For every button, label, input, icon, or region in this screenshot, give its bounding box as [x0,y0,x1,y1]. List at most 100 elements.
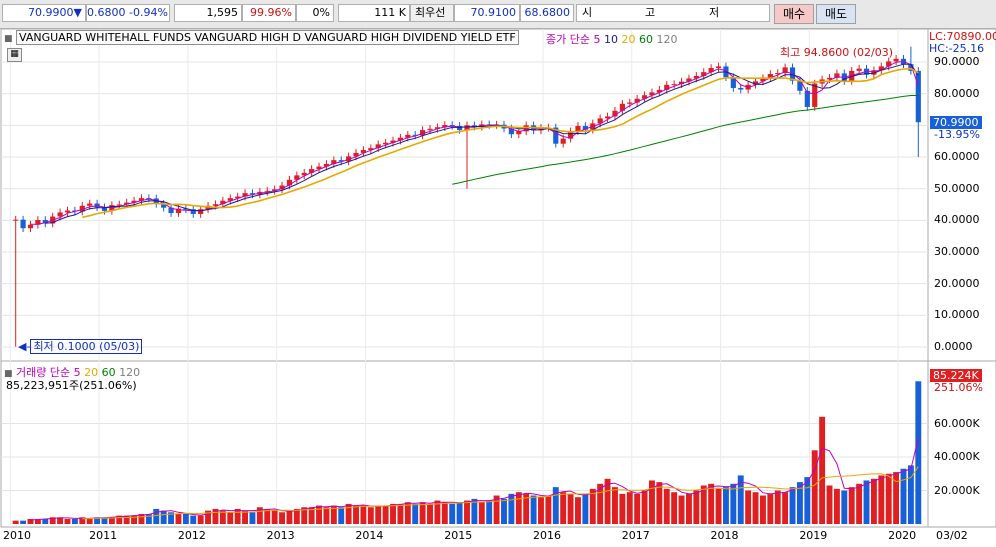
volume-bar [560,492,567,524]
bid-field: 70.9100 [454,4,520,22]
volume-bar [382,505,389,524]
volume-bar [20,520,27,524]
hc-label: HC:-25.16 [929,42,985,55]
price-y-tick: 0.0000 [934,340,973,353]
volume-bar [242,510,249,524]
volume-bar [456,502,463,524]
volume-bar [782,492,789,524]
candle-body [220,200,226,205]
volume-bar [182,513,189,524]
volume-bar [57,517,64,524]
volume-bar [612,487,618,524]
change-down-icon: ▼ [73,6,82,19]
candle-body [323,163,330,167]
volume-bar [885,473,892,524]
candle-body [64,210,71,213]
x-axis-tick: 2016 [532,529,561,542]
volume-bar [848,487,855,524]
best-quote-label-cell: 최우선 [410,4,454,22]
volume-bar [293,508,300,524]
candle-body [390,140,396,143]
volume-bar [545,495,552,524]
volume-bars [12,381,922,524]
order-type-selector[interactable]: 시 고 저 [576,4,770,22]
candle-body [464,125,470,131]
price-y-tick: 10.0000 [934,308,980,322]
candle-body [649,92,655,96]
volume-bar [819,416,826,524]
volume-bar [745,490,752,524]
volume-bar [523,493,530,524]
volume-bar [271,510,278,524]
volume-bar [390,503,396,524]
candle-body [457,125,463,131]
vol-legend-5: 5 [73,366,81,379]
vol-legend-120: 120 [119,366,141,379]
volume-bar [360,505,367,524]
candle-body [560,138,566,144]
candle-body [886,61,892,67]
x-axis-tick: 2014 [355,529,384,542]
volume-bar [730,483,737,524]
volume-bar [175,513,182,524]
ma-legend-label: 종가 단순 [546,33,590,46]
volume-bar [471,498,478,524]
volume-bar [353,505,359,524]
volume-bar [330,505,337,524]
candle-body [412,134,418,136]
change-field: 0.6800 -0.94% [86,4,170,22]
candle-body [294,175,300,180]
candle-body [575,125,581,132]
candle-body [471,125,477,127]
order-type-low[interactable]: 저 [709,6,720,19]
candle-body [627,102,633,104]
candle-body [849,70,855,81]
candle-body [604,116,611,119]
volume-bar [308,507,315,524]
volume-bar [345,503,352,524]
candle-body [87,203,93,206]
ma20-line [82,67,919,219]
candle-body [686,78,692,82]
volume-bar [789,487,796,524]
candle-body [198,209,204,214]
volume-title-box: ■ 거래량 단순 5 20 60 120 [4,364,140,380]
candle-body [738,87,744,90]
volume-bar [530,495,537,524]
square-icon: ■ [4,34,13,44]
current-volume-pct: 251.06% [934,381,983,394]
x-axis-tick: 2019 [799,529,828,542]
candle-body [597,118,603,124]
volume-bar [538,497,544,524]
order-type-high[interactable]: 고 [645,6,656,19]
candle-body [664,84,670,90]
vol-legend-60: 60 [101,366,116,379]
candle-body [301,172,307,176]
price-y-tick: 30.0000 [934,245,980,258]
volume-bar [737,475,744,524]
grid-toggle-icon[interactable]: ▦ [7,48,22,62]
volume-bar [190,515,197,524]
candle-body [79,205,85,212]
candle-body [183,208,189,210]
volume-bar [197,515,204,524]
volume-bar [464,500,470,524]
candle-body [915,70,921,123]
sell-button[interactable]: 매도 [816,4,856,24]
volume-bar [108,517,115,524]
candle-body [242,193,248,197]
buy-button[interactable]: 매수 [774,4,814,24]
volume-bar [86,518,93,524]
price-panel-frame [0,28,996,362]
stock-title-box: ■ VANGUARD WHITEHALL FUNDS VANGUARD HIGH… [4,30,519,45]
candle-body [612,110,618,117]
candle-body [375,144,381,149]
volume-field: 1,595 [174,4,242,22]
volume-bar [893,472,900,524]
change-percent: -0.94% [129,6,168,19]
volume-bar [279,512,285,524]
order-type-market[interactable]: 시 [582,6,593,19]
price-volume-chart[interactable] [0,28,996,547]
volume-bar [419,502,426,524]
candle-body [331,160,337,164]
